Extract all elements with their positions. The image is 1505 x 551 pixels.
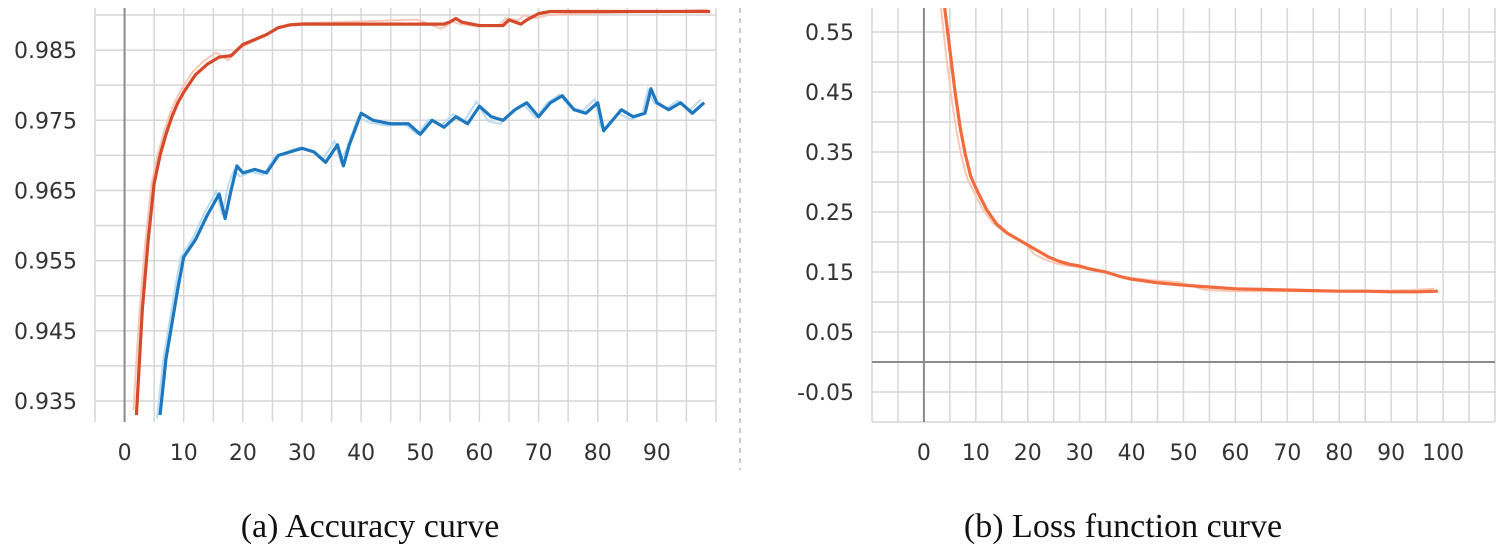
x-tick-label: 90 xyxy=(643,441,671,466)
x-tick-label: 80 xyxy=(1325,441,1353,466)
y-tick-label: 0.945 xyxy=(14,320,77,345)
y-tick-label: 0.955 xyxy=(14,250,77,275)
caption-accuracy: (a) Accuracy curve xyxy=(241,508,500,545)
y-tick-label: 0.35 xyxy=(805,141,854,166)
caption-loss: (b) Loss function curve xyxy=(964,508,1282,545)
y-tick-label: 0.965 xyxy=(14,179,77,204)
x-tick-label: 10 xyxy=(170,441,198,466)
series-line-train-accuracy xyxy=(134,9,711,416)
x-tick-label: 90 xyxy=(1377,441,1405,466)
x-tick-label: 50 xyxy=(1170,441,1198,466)
x-tick-label: 70 xyxy=(1273,441,1301,466)
loss-chart: 0 10 20 30 40 50 60 70 80 90 100 -0.05 0.05 0.15 0.25 0… xyxy=(797,8,1496,466)
y-tick-label: 0.985 xyxy=(14,39,77,64)
y-tick-label: 0.975 xyxy=(14,109,77,134)
x-tick-label: 0 xyxy=(118,441,132,466)
series-raw-train-accuracy xyxy=(132,8,708,411)
y-tick-label: 0.55 xyxy=(805,21,854,46)
y-tick-label: 0.935 xyxy=(14,390,77,415)
x-tick-label: 40 xyxy=(1118,441,1146,466)
y-tick-label: -0.05 xyxy=(797,381,854,406)
x-tick-label: 10 xyxy=(962,441,990,466)
x-tick-label: 30 xyxy=(1066,441,1094,466)
x-tick-label: 40 xyxy=(347,441,375,466)
accuracy-chart: 0 10 20 30 40 50 60 70 80 90 0.935 0.945 0.955 0.965 0… xyxy=(14,8,717,466)
y-tick-label: 0.05 xyxy=(805,321,854,346)
x-tick-label: 70 xyxy=(525,441,553,466)
y-tick-label: 0.45 xyxy=(805,81,854,106)
x-tick-label: 30 xyxy=(288,441,316,466)
x-tick-label: 50 xyxy=(406,441,434,466)
x-tick-label: 60 xyxy=(1221,441,1249,466)
series-line-loss xyxy=(943,8,1438,294)
series-raw-validation-accuracy xyxy=(156,86,702,419)
x-tick-label: 20 xyxy=(229,441,257,466)
x-tick-label: 20 xyxy=(1014,441,1042,466)
x-tick-label: 80 xyxy=(584,441,612,466)
x-tick-label: 60 xyxy=(465,441,493,466)
x-tick-label: 100 xyxy=(1422,441,1464,466)
x-tick-label: 0 xyxy=(917,441,931,466)
series-line-validation-accuracy xyxy=(158,87,706,416)
y-tick-label: 0.25 xyxy=(805,201,854,226)
y-tick-label: 0.15 xyxy=(805,261,854,286)
series-raw-loss xyxy=(940,8,1434,293)
